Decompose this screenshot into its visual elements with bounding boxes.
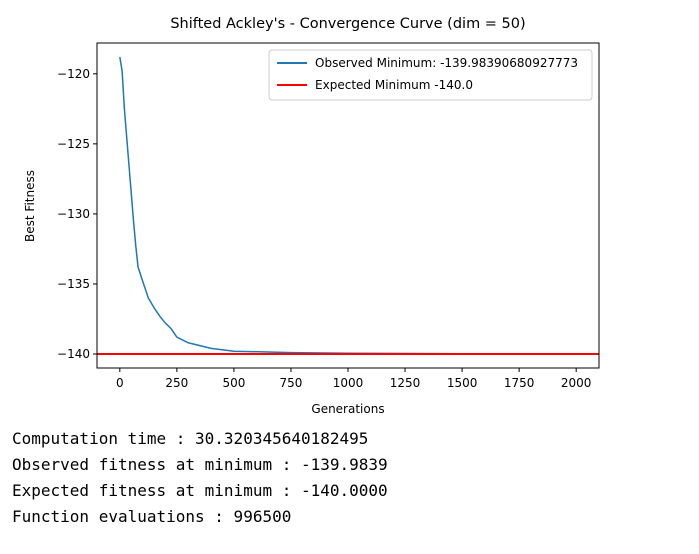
legend-label: Observed Minimum: -139.98390680927773 [315, 56, 578, 70]
output-line: Function evaluations : 996500 [12, 507, 292, 526]
output: Computation time : 30.320345640182495 Obs… [12, 426, 388, 530]
x-tick-label: 1250 [390, 376, 421, 390]
legend: Observed Minimum: -139.98390680927773 Exp… [268, 49, 593, 101]
legend-box [268, 49, 593, 101]
x-tick-label: 750 [280, 376, 303, 390]
y-tick-label: −140 [57, 347, 90, 361]
chart: Shifted Ackley's - Convergence Curve (di… [23, 16, 600, 416]
output-line: Observed fitness at minimum : -139.9839 [12, 455, 388, 474]
x-tick-label: 1000 [333, 376, 364, 390]
y-tick-label: −120 [57, 67, 90, 81]
x-tick-label: 1500 [447, 376, 478, 390]
x-tick-label: 0 [116, 376, 124, 390]
x-tick-label: 250 [165, 376, 188, 390]
x-tick-label: 1750 [504, 376, 535, 390]
x-tick-label: 2000 [561, 376, 592, 390]
output-line: Expected fitness at minimum : -140.0000 [12, 481, 388, 500]
series-line [119, 56, 577, 355]
legend-label: Expected Minimum -140.0 [315, 78, 473, 92]
plot-frame [96, 42, 600, 369]
chart-title: Shifted Ackley's - Convergence Curve (di… [170, 16, 525, 32]
y-axis-label: Best Fitness [23, 170, 37, 242]
x-axis-label: Generations [311, 402, 384, 416]
output-line: Computation time : 30.320345640182495 [12, 429, 369, 448]
y-tick-label: −130 [57, 207, 90, 221]
x-tick-label: 500 [222, 376, 245, 390]
y-tick-label: −135 [57, 277, 90, 291]
y-tick-label: −125 [57, 137, 90, 151]
